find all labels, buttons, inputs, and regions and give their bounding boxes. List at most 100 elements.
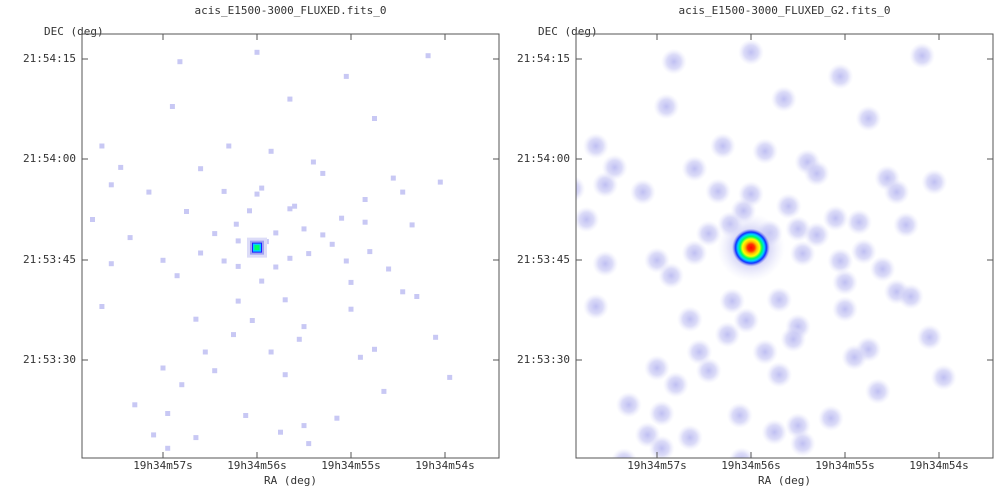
smoothed-blob [770, 86, 797, 113]
xtick-label: 19h34m56s [227, 459, 287, 472]
xtick-label: 19h34m54s [415, 459, 475, 472]
event-pixel [306, 251, 312, 257]
smoothed-blob [775, 193, 802, 220]
event-pixel [301, 226, 307, 232]
smoothed-blob [681, 155, 708, 182]
event-pixel [254, 49, 260, 55]
smoothed-blob [705, 178, 732, 205]
event-pixel [198, 250, 204, 256]
smoothed-blob [832, 269, 858, 296]
smoothed-blob [728, 447, 755, 458]
event-pixel [343, 73, 349, 79]
ytick-label: 21:54:15 [517, 52, 570, 65]
event-pixel [381, 388, 387, 394]
xtick-label: 19h34m55s [815, 459, 875, 472]
event-pixel [221, 258, 227, 264]
event-pixel [174, 273, 180, 279]
event-pixel [259, 278, 265, 284]
smoothed-blob [695, 220, 722, 247]
panel-left: acis_E1500-3000_FLUXED.fits_0 DEC (deg) … [23, 4, 500, 487]
smoothed-blob [539, 395, 565, 421]
smoothed-blob [803, 160, 830, 187]
smoothed-blob [921, 169, 948, 196]
smoothed-blob [789, 430, 816, 457]
event-pixel [165, 411, 171, 416]
event-pixel [179, 382, 185, 388]
panel-left-yticks: 21:54:15 21:54:00 21:53:45 21:53:30 [23, 52, 499, 366]
event-pixel [160, 365, 166, 371]
event-pixel [226, 143, 232, 149]
smoothed-blob [916, 324, 943, 351]
event-pixel [400, 189, 406, 195]
event-pixel [90, 217, 95, 222]
xtick-label: 19h34m56s [721, 459, 781, 472]
event-pixel [390, 175, 396, 181]
event-pixel [400, 289, 406, 295]
smoothed-blob [822, 205, 849, 232]
event-pixel [165, 445, 171, 451]
event-pixel [99, 143, 105, 149]
event-pixel [362, 219, 368, 225]
event-pixel [433, 334, 439, 340]
smoothed-blob [850, 238, 877, 265]
event-pixel [296, 336, 302, 342]
event-pixel [287, 206, 293, 212]
event-pixel [55, 406, 60, 411]
ytick-label: 21:53:45 [517, 253, 570, 266]
panel-left-ylabel: DEC (deg) [44, 25, 104, 38]
ytick-label: 21:53:45 [23, 253, 76, 266]
event-pixel [320, 232, 326, 238]
smoothed-blob [660, 48, 687, 75]
xtick-label: 19h34m55s [321, 459, 381, 472]
event-pixel [177, 59, 183, 65]
smoothed-blob [676, 306, 703, 333]
event-pixel [254, 191, 260, 197]
event-pixel [243, 413, 249, 418]
event-pixel [310, 159, 316, 165]
event-pixel [99, 304, 105, 309]
ytick-label: 21:53:30 [517, 353, 570, 366]
event-pixel [235, 238, 241, 244]
panel-right-title: acis_E1500-3000_FLUXED_G2.fits_0 [679, 4, 891, 17]
xtick-label: 19h34m57s [627, 459, 687, 472]
event-pixel [339, 215, 345, 221]
smoothed-blob [803, 221, 830, 248]
smoothed-blob [841, 344, 868, 371]
panel-left-xticks: 19h34m57s 19h34m56s 19h34m55s 19h34m54s [133, 34, 475, 472]
event-pixel [287, 255, 293, 261]
smoothed-blob [738, 39, 764, 66]
event-pixel [372, 116, 377, 121]
smoothed-blob [629, 179, 656, 206]
smoothed-blob [789, 240, 816, 267]
ytick-label: 21:53:30 [23, 353, 76, 366]
event-pixel [348, 279, 354, 285]
event-pixel [301, 324, 307, 330]
smoothed-blob [846, 209, 873, 236]
event-pixel [184, 209, 189, 214]
event-pixel [278, 429, 283, 435]
panel-left-title: acis_E1500-3000_FLUXED.fits_0 [194, 4, 386, 17]
smoothed-blob [576, 176, 586, 202]
event-pixel [306, 441, 312, 447]
xtick-label: 19h34m54s [909, 459, 969, 472]
smoothed-blob [648, 400, 675, 427]
panel-right-xticks: 19h34m57s 19h34m56s 19h34m55s 19h34m54s [627, 34, 969, 472]
event-pixel [367, 249, 373, 255]
event-pixel [273, 230, 279, 236]
smoothed-blob [869, 256, 896, 282]
event-pixel [273, 264, 279, 270]
smoothed-blob [897, 283, 924, 310]
panel-right-yticks: 21:54:15 21:54:00 21:53:45 21:53:30 [517, 52, 993, 366]
event-pixel [212, 368, 218, 374]
smoothed-blob [648, 435, 675, 458]
event-pixel [334, 415, 340, 421]
event-pixel [357, 354, 363, 360]
smoothed-blob [733, 307, 760, 334]
event-pixel [282, 297, 288, 303]
smoothed-blob [909, 42, 936, 69]
event-pixel [343, 258, 349, 264]
event-pixel [193, 435, 199, 441]
smoothed-blob [582, 293, 609, 320]
event-pixel [268, 148, 274, 154]
